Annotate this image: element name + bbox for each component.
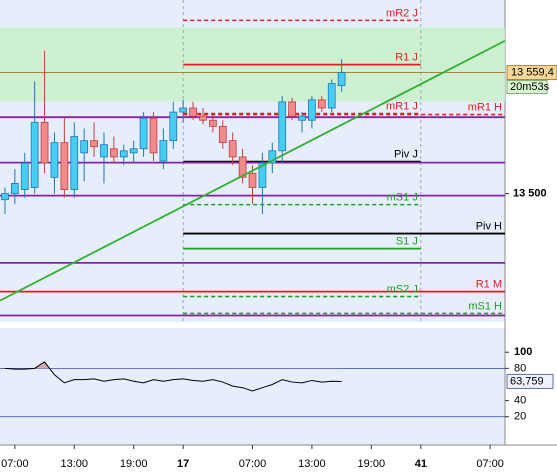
x-tick-label: 41 — [415, 458, 427, 470]
level-label: Piv J — [394, 149, 418, 161]
candle-body — [40, 121, 49, 164]
candle-body — [70, 136, 79, 190]
x-tick-label: 13:00 — [298, 458, 326, 470]
indicator-panel — [0, 328, 505, 445]
level-label: mR1 H — [468, 101, 502, 113]
candle-body — [238, 156, 247, 178]
axes: 13 500 13 559,4 20m53s 07:00 13:00 19:00 17 07:… — [1, 65, 557, 470]
indicator-line — [4, 361, 342, 392]
candle-body — [179, 107, 188, 113]
candle-body — [298, 115, 306, 121]
candle-body — [288, 101, 296, 117]
x-tick-label: 17 — [177, 458, 189, 470]
y-tick-label: 20 — [514, 411, 526, 423]
candle-body — [169, 111, 178, 142]
indicator-plot — [0, 361, 505, 418]
y-tick-label: 40 — [514, 395, 526, 407]
candle-body — [110, 148, 118, 158]
y-tick-label: 80 — [514, 362, 526, 374]
candle-body — [278, 101, 287, 152]
indicator-value-box — [506, 373, 554, 389]
candle-body — [317, 99, 326, 109]
candle-body — [50, 142, 59, 178]
last-price-box — [506, 65, 557, 81]
level-label: mR2 J — [386, 7, 418, 19]
candle-body — [129, 148, 138, 154]
candle-body — [308, 99, 316, 121]
level-label: R1 J — [395, 52, 418, 64]
candle-body — [149, 117, 158, 154]
trendline — [0, 39, 505, 302]
candle-body — [60, 142, 69, 190]
candle-body — [209, 119, 217, 127]
level-label: S1 J — [396, 236, 418, 248]
y-tick-label: 100 — [514, 346, 532, 358]
candle-body — [327, 83, 336, 109]
last-price-label: 13 559,4 — [511, 66, 554, 78]
candle-body — [248, 172, 257, 188]
candle-body — [90, 140, 98, 148]
y-tick-label: 13 500 — [513, 188, 547, 200]
main-plot: mR2 J R1 J mR1 J mR1 H Piv J mS1 J Piv H S1 J R1… — [0, 0, 505, 322]
x-tick-label: 19:00 — [358, 458, 386, 470]
candle-body — [139, 117, 148, 150]
candle-body — [100, 144, 108, 158]
candle-body — [10, 183, 19, 195]
candle-body — [228, 140, 237, 158]
candle-body — [337, 72, 346, 86]
countdown-box — [506, 80, 548, 95]
candle-body — [268, 150, 277, 164]
candle-body — [218, 125, 227, 144]
level-label: mS1 J — [387, 192, 418, 204]
candle-body — [159, 140, 168, 162]
x-tick-label: 13:00 — [60, 458, 88, 470]
level-label: mS2 J — [387, 283, 418, 295]
candle-body — [258, 162, 267, 188]
level-label: mR1 J — [386, 100, 418, 112]
candle-body — [119, 150, 128, 158]
candle-body — [80, 140, 89, 154]
level-label: R1 M — [476, 279, 502, 291]
x-tick-label: 07:00 — [476, 458, 504, 470]
level-label: Piv H — [476, 220, 502, 232]
x-tick-label: 07:00 — [239, 458, 267, 470]
candle-body — [199, 115, 207, 121]
candle-body — [30, 121, 39, 188]
candle-body — [1, 193, 9, 201]
indicator-value-label: 63,759 — [510, 375, 544, 387]
x-tick-label: 19:00 — [120, 458, 148, 470]
level-label: mS1 H — [468, 300, 502, 312]
countdown-label: 20m53s — [510, 81, 550, 93]
candle-body — [189, 107, 197, 117]
candle-body — [20, 162, 29, 190]
x-tick-label: 07:00 — [1, 458, 29, 470]
panel-gap — [0, 322, 557, 328]
